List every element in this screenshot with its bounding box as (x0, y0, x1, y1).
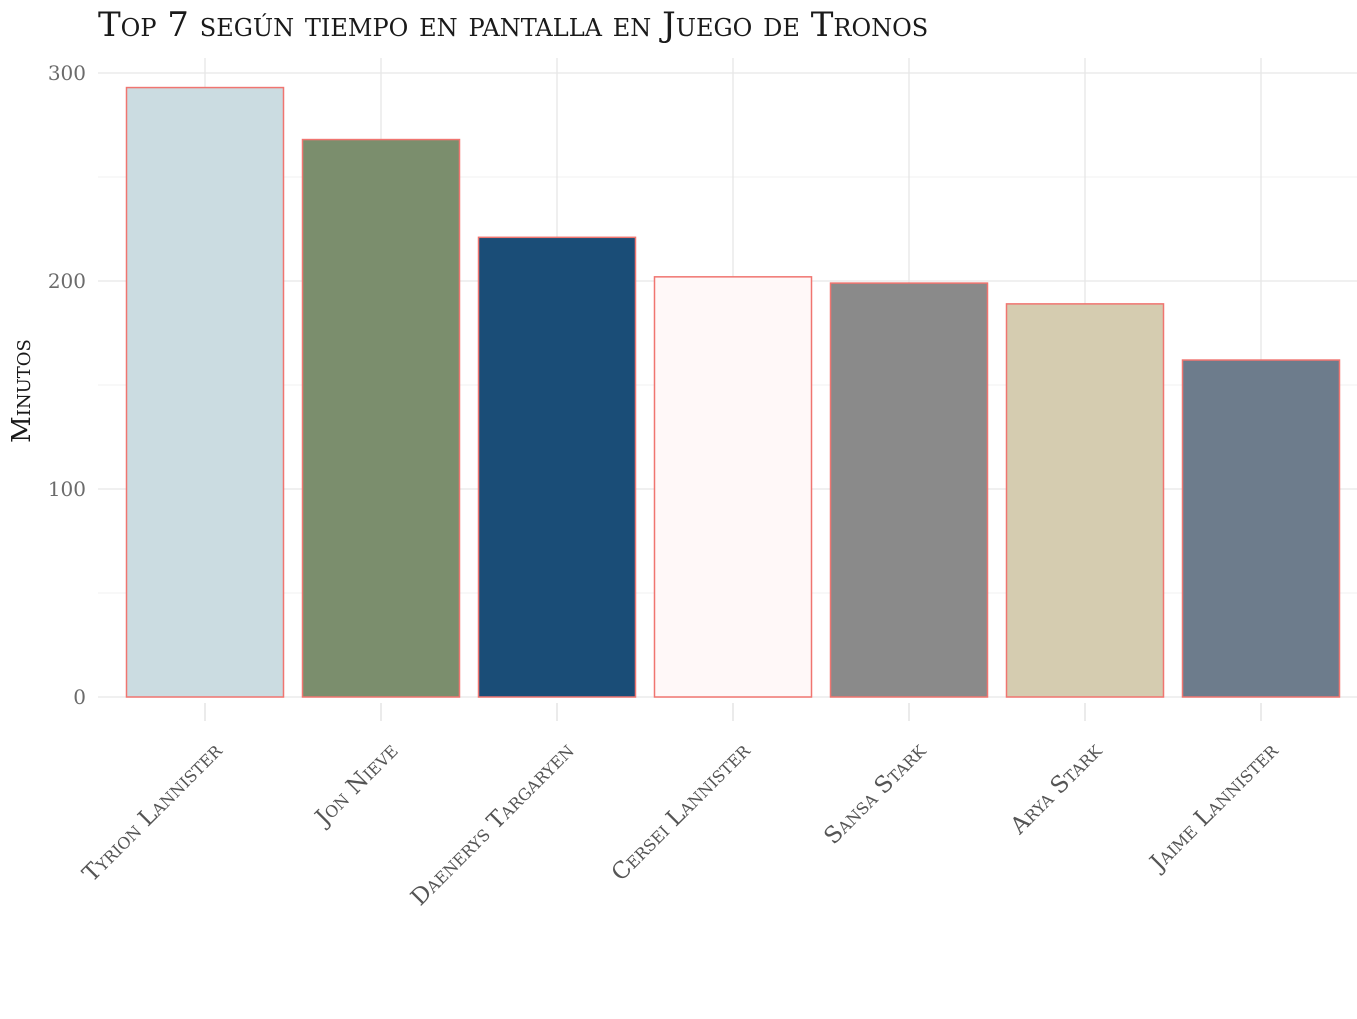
x-tick-label: Jaime Lannister (1144, 737, 1284, 877)
x-axis-tick-labels: Tyrion Lannister Jon Nieve Daenerys Targar… (78, 737, 1284, 911)
bar (829, 282, 989, 698)
bar (301, 138, 461, 698)
x-tick-label: Tyrion Lannister (78, 737, 228, 887)
bar (1181, 359, 1341, 698)
y-tick-label: 200 (48, 269, 86, 293)
chart-title: Top 7 según tiempo en pantalla en Juego … (98, 5, 928, 45)
y-axis-tick-labels: 0 100 200 300 (48, 61, 86, 709)
bar (477, 236, 637, 698)
bar (1005, 303, 1165, 698)
y-tick-label: 0 (73, 685, 86, 709)
bar (653, 276, 813, 698)
x-tick-label: Cersei Lannister (607, 737, 756, 886)
x-tick-label: Daenerys Targaryen (406, 738, 579, 911)
bars (125, 86, 1341, 698)
bar (125, 86, 285, 698)
x-tick-label: Sansa Stark (819, 737, 932, 850)
y-axis-title: Minutos (7, 339, 37, 443)
x-tick-label: Jon Nieve (309, 738, 403, 832)
y-tick-label: 300 (48, 61, 86, 85)
y-tick-label: 100 (48, 477, 86, 501)
x-tick-label: Arya Stark (1005, 737, 1108, 840)
